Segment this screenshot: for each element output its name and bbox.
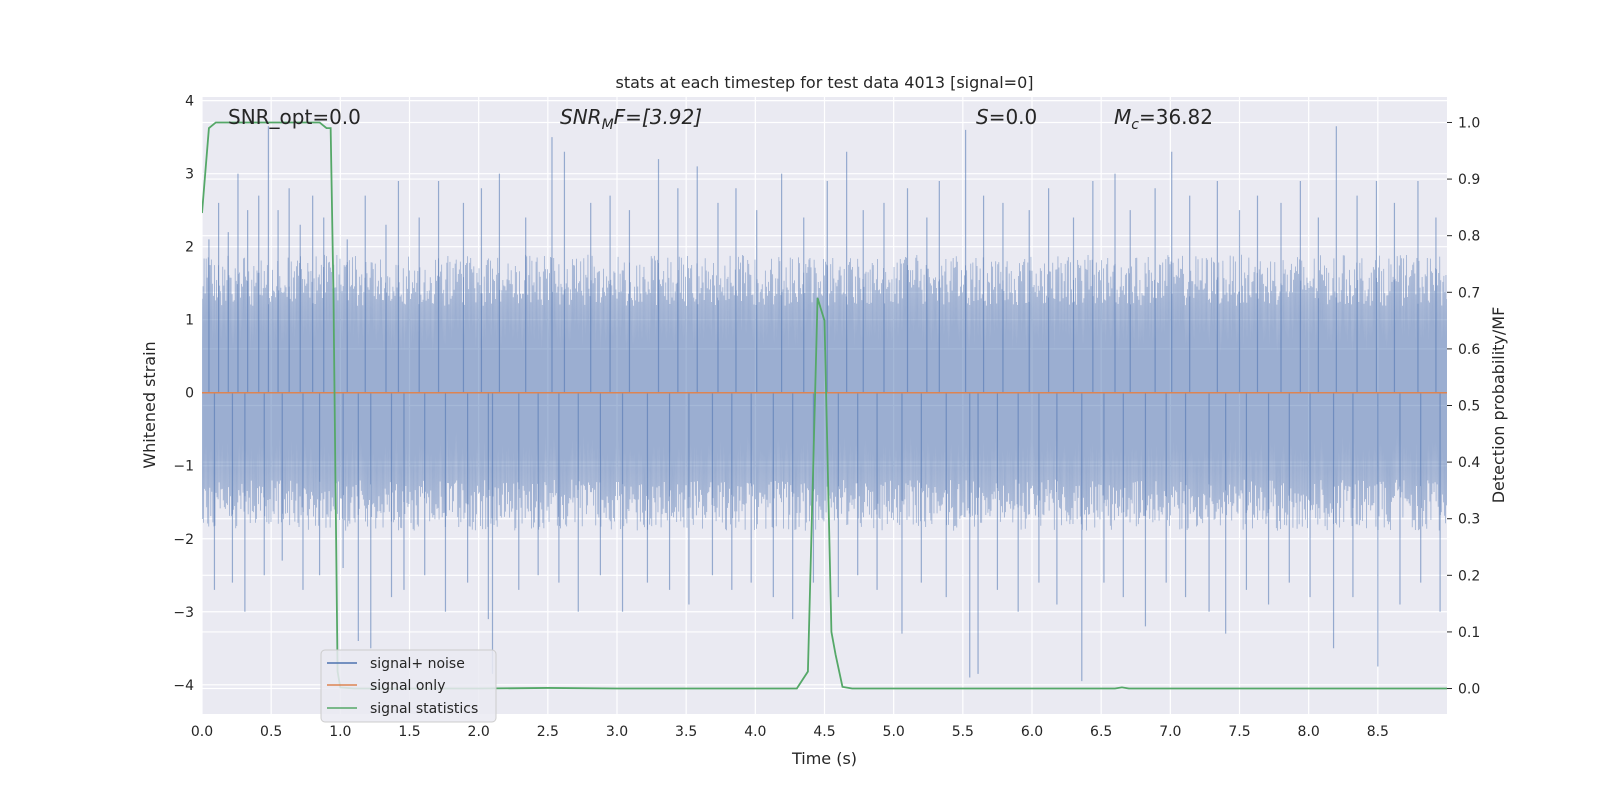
- x-tick-label-13: 6.5: [1090, 724, 1112, 740]
- right-y-tick-label-5: 0.5: [1458, 399, 1480, 415]
- x-tick-label-1: 0.5: [260, 724, 282, 740]
- x-axis-ticks: 0.0 0.5 1.0 1.5 2.0 2.5 3.0 3.5 4.0 4.5 5.0 5.5 6.0 6…: [191, 724, 1389, 740]
- left-y-tick-label-2: 2: [185, 240, 194, 256]
- legend-label-signal-only: signal only: [370, 678, 445, 694]
- left-y-tick-label-8: −4: [173, 678, 194, 694]
- left-y-tick-label-6: −2: [173, 532, 194, 548]
- right-y-axis-label: Detection probability/MF: [1489, 307, 1508, 504]
- right-y-tick-label-7: 0.3: [1458, 512, 1480, 528]
- x-tick-label-0: 0.0: [191, 724, 213, 740]
- snr-mf-tail-text: F=[3.92]: [614, 105, 702, 129]
- annotation-mc: Mc=36.82: [1114, 105, 1213, 133]
- x-tick-label-3: 1.5: [398, 724, 420, 740]
- x-tick-label-12: 6.0: [1021, 724, 1043, 740]
- legend-box: [320, 649, 497, 723]
- annotation-snr-mf: SNRMF=[3.92]: [560, 105, 702, 133]
- right-y-tick-label-3: 0.7: [1458, 285, 1480, 301]
- x-tick-label-7: 3.5: [675, 724, 697, 740]
- right-y-tick-label-4: 0.6: [1458, 342, 1480, 358]
- x-tick-label-14: 7.0: [1159, 724, 1181, 740]
- right-y-tick-label-8: 0.2: [1458, 568, 1480, 584]
- x-tick-label-4: 2.0: [468, 724, 490, 740]
- right-y-tick-label-2: 0.8: [1458, 229, 1480, 245]
- signal-statistics-series-line: [202, 121, 1447, 690]
- right-y-tick-label-0: 1.0: [1458, 115, 1480, 131]
- x-tick-label-8: 4.0: [744, 724, 766, 740]
- chart-title: stats at each timestep for test data 401…: [615, 73, 1033, 92]
- left-y-tick-label-4: 0: [185, 386, 194, 402]
- x-tick-label-5: 2.5: [537, 724, 559, 740]
- legend-label-signal-statistics: signal statistics: [370, 701, 478, 717]
- legend-label-signal-plus-noise: signal+ noise: [370, 656, 465, 672]
- x-tick-label-9: 4.5: [813, 724, 835, 740]
- left-y-tick-label-5: −1: [173, 459, 194, 475]
- annotation-snr-opt: SNR_opt=0.0: [228, 105, 361, 129]
- left-y-axis-ticks: 4 3 2 1 0 −1 −2 −3 −4: [173, 94, 194, 694]
- x-tick-label-16: 8.0: [1298, 724, 1320, 740]
- legend: signal+ noise signal only signal statist…: [320, 649, 497, 723]
- left-y-axis-label: Whitened strain: [140, 341, 159, 468]
- snr-mf-subscript: M: [602, 117, 614, 133]
- x-tick-label-15: 7.5: [1228, 724, 1250, 740]
- x-tick-label-2: 1.0: [329, 724, 351, 740]
- left-y-tick-label-1: 3: [185, 167, 194, 183]
- signal-plus-noise-series: [202, 126, 1447, 682]
- s-main-text: S: [976, 105, 989, 129]
- x-tick-label-11: 5.5: [952, 724, 974, 740]
- x-tick-label-17: 8.5: [1367, 724, 1389, 740]
- right-y-tick-label-1: 0.9: [1458, 172, 1480, 188]
- snr-mf-main-text: SNR: [560, 105, 602, 129]
- x-tick-label-10: 5.0: [883, 724, 905, 740]
- right-y-tick-label-9: 0.1: [1458, 625, 1480, 641]
- x-tick-label-6: 3.0: [606, 724, 628, 740]
- s-tail-text: =0.0: [989, 105, 1038, 129]
- annotation-s: S=0.0: [976, 105, 1037, 129]
- right-y-axis-ticks: 1.0 0.9 0.8 0.7 0.6 0.5 0.4 0.3 0.2 0.1 0.0: [1447, 115, 1480, 698]
- left-y-tick-label-3: 1: [185, 313, 194, 329]
- mc-tail-text: =36.82: [1139, 105, 1213, 129]
- x-axis-label: Time (s): [791, 749, 857, 768]
- mc-subscript: c: [1131, 117, 1139, 133]
- mc-main-text: M: [1114, 105, 1131, 129]
- right-y-tick-label-6: 0.4: [1458, 455, 1480, 471]
- left-y-tick-label-7: −3: [173, 605, 194, 621]
- right-y-tick-label-10: 0.0: [1458, 682, 1480, 698]
- left-y-tick-label-0: 4: [185, 94, 194, 110]
